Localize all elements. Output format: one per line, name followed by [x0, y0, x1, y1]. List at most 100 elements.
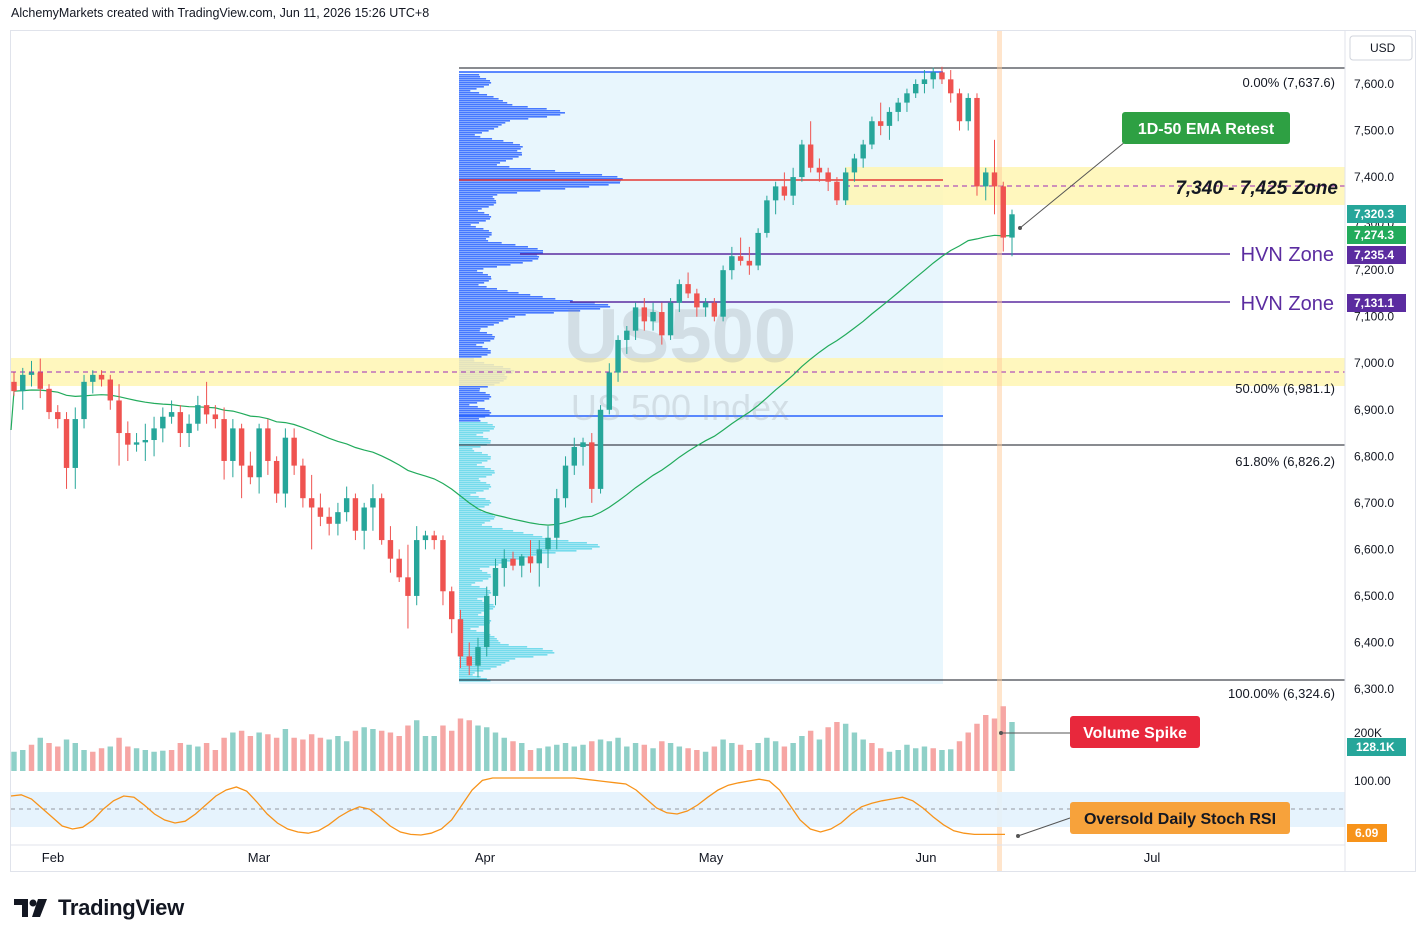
volume-bar	[685, 748, 691, 771]
candle-down	[265, 428, 271, 461]
profile-bar	[459, 114, 561, 116]
volume-bar	[177, 743, 184, 771]
stoch-oversold-callout[interactable]	[1070, 802, 1290, 834]
volume-bar	[659, 741, 665, 771]
profile-bar	[459, 332, 487, 334]
volume-bar	[203, 743, 210, 771]
price-tick: 6,500.0	[1354, 589, 1394, 603]
fib-label-0: 0.00% (7,637.6)	[1242, 75, 1335, 90]
candle-down	[378, 498, 385, 541]
profile-bar	[459, 554, 537, 556]
volume-bar	[168, 750, 175, 771]
profile-bar	[459, 294, 531, 296]
volume-bar	[475, 725, 481, 771]
candle-up	[720, 270, 726, 317]
profile-bar	[459, 268, 484, 270]
profile-bar	[459, 88, 477, 90]
profile-bar	[459, 126, 499, 128]
profile-bar	[459, 118, 529, 120]
hvn2-value: 7,131.1	[1354, 296, 1394, 310]
profile-bar	[459, 310, 581, 312]
profile-bar	[459, 630, 477, 632]
time-label-jun: Jun	[916, 850, 937, 865]
profile-bar	[459, 482, 487, 484]
currency-button[interactable]	[1349, 35, 1413, 61]
volume-bar	[20, 750, 26, 771]
volume-bar	[737, 744, 744, 771]
profile-bar	[459, 256, 540, 258]
profile-bar	[459, 176, 618, 178]
candle-down	[247, 465, 254, 478]
profile-bar	[459, 308, 601, 310]
volume-bar	[142, 750, 149, 771]
profile-bar	[459, 668, 491, 670]
profile-bar	[459, 556, 529, 558]
profile-bar	[459, 486, 492, 488]
volume-spike-callout[interactable]	[1070, 716, 1200, 748]
profile-bar	[459, 130, 489, 132]
candle-up	[90, 374, 96, 382]
candle-down	[11, 381, 17, 392]
volume-bar	[825, 727, 831, 771]
volume-bar	[11, 751, 17, 771]
candle-down	[746, 260, 753, 266]
profile-bar	[459, 326, 488, 328]
candle-up	[28, 372, 35, 375]
volume-bar	[711, 746, 718, 771]
profile-bar	[459, 528, 503, 530]
profile-bar	[459, 658, 516, 660]
tradingview-logo[interactable]: TradingView	[14, 895, 184, 921]
vertical-highlight	[997, 31, 1002, 871]
stoch-badge	[1347, 824, 1387, 842]
volume-bar	[781, 746, 788, 771]
volume-badge-value: 128.1K	[1356, 740, 1395, 754]
profile-bar	[459, 490, 484, 492]
profile-bar	[459, 446, 481, 448]
ema-callout-line	[1019, 127, 1143, 229]
price-tick: 7,200.0	[1354, 263, 1394, 277]
profile-bar	[459, 84, 489, 86]
profile-bar	[459, 216, 492, 218]
volume-bar	[597, 739, 604, 771]
candle-down	[116, 400, 122, 434]
volume-bar	[422, 736, 429, 771]
candle-up	[519, 556, 525, 566]
price-tick: 6,600.0	[1354, 542, 1394, 556]
profile-bar	[459, 94, 488, 96]
profile-bar	[459, 304, 609, 306]
profile-bar	[459, 624, 486, 626]
profile-bar	[459, 240, 489, 242]
candle-down	[98, 374, 105, 380]
candle-up	[702, 302, 709, 308]
profile-bar	[459, 102, 508, 104]
candle-up	[361, 507, 367, 531]
volume-bar	[247, 736, 254, 771]
hvn-label-1: HVN Zone	[1241, 244, 1334, 266]
profile-bar	[459, 570, 483, 572]
candle-up	[667, 302, 674, 336]
profile-bar	[459, 138, 493, 140]
stoch-badge-value: 6.09	[1355, 826, 1379, 840]
volume-bar	[151, 751, 157, 771]
volume-bar	[370, 729, 376, 771]
profile-bar	[459, 296, 543, 298]
profile-bar	[459, 456, 491, 458]
volume-bar	[457, 718, 464, 771]
volume-bar	[589, 741, 595, 771]
profile-bar	[459, 134, 475, 136]
profile-bar	[459, 574, 491, 576]
volume-bar	[116, 737, 122, 771]
profile-bar	[459, 492, 477, 494]
volume-profile	[459, 74, 623, 682]
candle-up	[545, 537, 551, 550]
profile-bar	[459, 226, 476, 228]
candle-down	[273, 460, 280, 494]
candle-up	[571, 447, 577, 466]
candle-up	[580, 442, 586, 447]
ema-retest-callout[interactable]	[1122, 112, 1290, 144]
volume-bar	[256, 732, 262, 771]
volume-bar	[492, 732, 499, 771]
volume-bar	[107, 746, 114, 771]
volume-bar	[343, 741, 350, 771]
